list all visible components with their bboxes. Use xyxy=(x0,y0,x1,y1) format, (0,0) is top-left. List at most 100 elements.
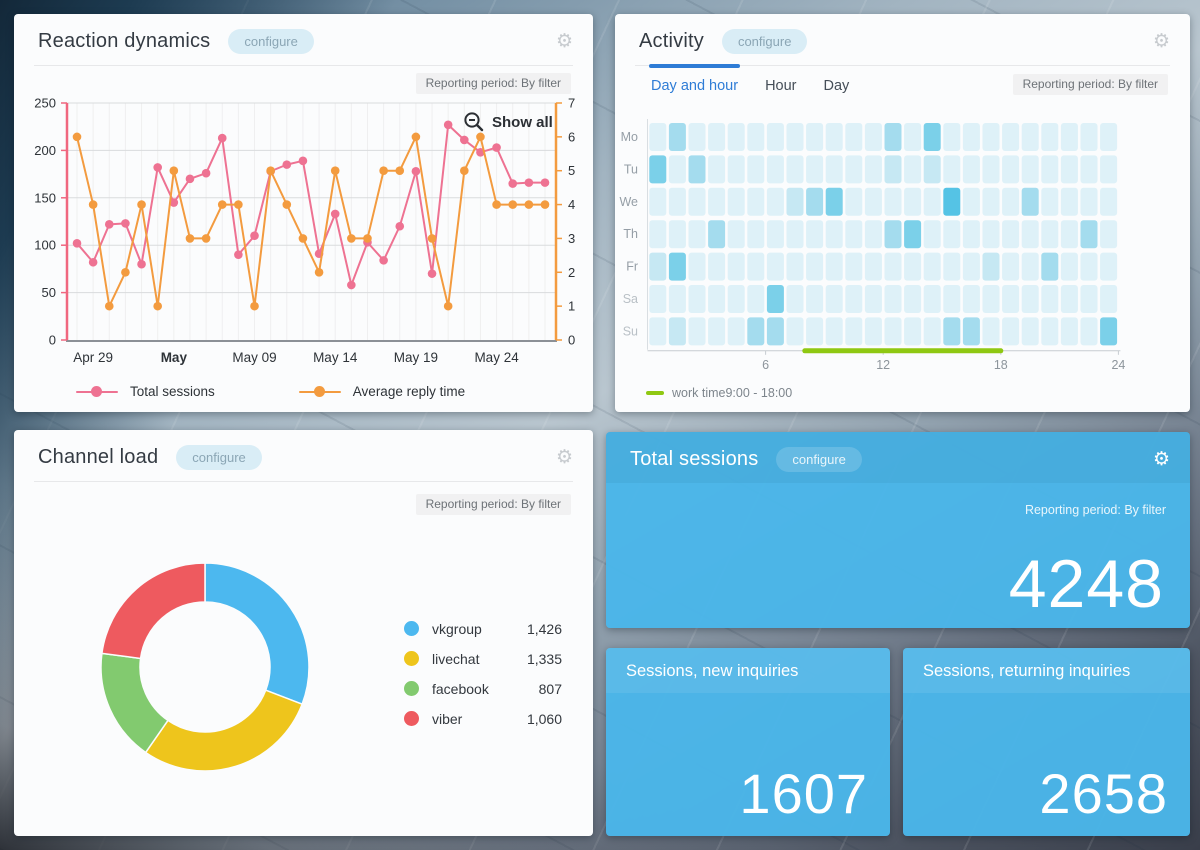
heatmap-cell[interactable] xyxy=(806,220,824,249)
heatmap-cell[interactable] xyxy=(806,285,824,313)
heatmap-cell[interactable] xyxy=(1041,187,1059,216)
heatmap-cell[interactable] xyxy=(708,123,726,151)
series-point[interactable] xyxy=(104,220,114,229)
heatmap-cell[interactable] xyxy=(1021,123,1039,151)
series-point[interactable] xyxy=(540,178,550,187)
legend-item[interactable]: Average reply time xyxy=(298,384,465,399)
heatmap-cell[interactable] xyxy=(1100,317,1118,346)
heatmap-cell[interactable] xyxy=(864,155,882,184)
heatmap-cell[interactable] xyxy=(943,187,961,216)
channel-configure-button[interactable]: configure xyxy=(176,445,262,470)
series-point[interactable] xyxy=(250,301,259,311)
heatmap-cell[interactable] xyxy=(688,285,706,313)
heatmap-cell[interactable] xyxy=(845,187,863,216)
heatmap-cell[interactable] xyxy=(786,123,804,151)
heatmap-cell[interactable] xyxy=(923,285,941,313)
heatmap-cell[interactable] xyxy=(864,285,882,313)
series-point[interactable] xyxy=(347,234,356,243)
heatmap-cell[interactable] xyxy=(904,252,922,281)
series-point[interactable] xyxy=(347,280,356,290)
heatmap-cell[interactable] xyxy=(864,220,882,249)
series-point[interactable] xyxy=(411,166,421,176)
series-point[interactable] xyxy=(443,120,453,130)
tab-day[interactable]: Day xyxy=(823,78,850,94)
heatmap-cell[interactable] xyxy=(766,220,784,249)
heatmap-cell[interactable] xyxy=(904,155,922,184)
heatmap-cell[interactable] xyxy=(982,285,1000,313)
series-point[interactable] xyxy=(411,132,421,142)
series-point[interactable] xyxy=(508,179,518,188)
series-point[interactable] xyxy=(508,200,518,209)
heatmap-cell[interactable] xyxy=(962,155,980,184)
heatmap-cell[interactable] xyxy=(688,317,706,346)
series-point[interactable] xyxy=(201,168,211,178)
series-point[interactable] xyxy=(427,234,437,243)
series-point[interactable] xyxy=(72,132,82,142)
heatmap-cell[interactable] xyxy=(688,155,706,184)
heatmap-cell[interactable] xyxy=(962,187,980,216)
heatmap-cell[interactable] xyxy=(727,317,745,346)
heatmap-cell[interactable] xyxy=(923,187,941,216)
heatmap-cell[interactable] xyxy=(806,317,824,346)
heatmap-cell[interactable] xyxy=(1080,220,1098,249)
heatmap-cell[interactable] xyxy=(982,252,1000,281)
heatmap-cell[interactable] xyxy=(688,252,706,281)
heatmap-cell[interactable] xyxy=(825,155,843,184)
heatmap-cell[interactable] xyxy=(845,317,863,346)
heatmap-cell[interactable] xyxy=(884,317,902,346)
heatmap-cell[interactable] xyxy=(668,123,686,151)
heatmap-cell[interactable] xyxy=(904,285,922,313)
heatmap-cell[interactable] xyxy=(806,155,824,184)
heatmap-cell[interactable] xyxy=(786,285,804,313)
heatmap-cell[interactable] xyxy=(962,123,980,151)
heatmap-cell[interactable] xyxy=(727,123,745,151)
heatmap-cell[interactable] xyxy=(708,220,726,249)
heatmap-cell[interactable] xyxy=(845,252,863,281)
heatmap-cell[interactable] xyxy=(1021,252,1039,281)
heatmap-cell[interactable] xyxy=(688,123,706,151)
series-point[interactable] xyxy=(314,267,324,277)
heatmap-cell[interactable] xyxy=(806,187,824,216)
heatmap-cell[interactable] xyxy=(649,317,667,346)
heatmap-cell[interactable] xyxy=(982,317,1000,346)
series-point[interactable] xyxy=(169,198,179,207)
heatmap-cell[interactable] xyxy=(864,317,882,346)
heatmap-cell[interactable] xyxy=(884,220,902,249)
heatmap-cell[interactable] xyxy=(923,123,941,151)
heatmap-cell[interactable] xyxy=(1100,220,1118,249)
heatmap-cell[interactable] xyxy=(786,317,804,346)
series-point[interactable] xyxy=(266,166,275,176)
heatmap-cell[interactable] xyxy=(923,317,941,346)
heatmap-cell[interactable] xyxy=(1002,155,1020,184)
heatmap-cell[interactable] xyxy=(668,220,686,249)
reaction-configure-button[interactable]: configure xyxy=(228,29,314,54)
heatmap-cell[interactable] xyxy=(1060,317,1078,346)
series-point[interactable] xyxy=(379,166,388,176)
heatmap-cell[interactable] xyxy=(825,123,843,151)
legend-item-livechat[interactable]: livechat 1,335 xyxy=(404,648,562,669)
heatmap-cell[interactable] xyxy=(962,317,980,346)
gear-icon[interactable]: ⚙ xyxy=(1152,448,1170,470)
series-point[interactable] xyxy=(395,166,405,176)
heatmap-cell[interactable] xyxy=(649,252,667,281)
heatmap-cell[interactable] xyxy=(982,220,1000,249)
heatmap-cell[interactable] xyxy=(1060,187,1078,216)
heatmap-cell[interactable] xyxy=(845,155,863,184)
heatmap-cell[interactable] xyxy=(825,220,843,249)
series-point[interactable] xyxy=(330,209,340,219)
heatmap-cell[interactable] xyxy=(766,155,784,184)
heatmap-cell[interactable] xyxy=(1100,187,1118,216)
series-point[interactable] xyxy=(185,234,195,243)
donut-slice-vkgroup[interactable] xyxy=(204,562,310,706)
heatmap-cell[interactable] xyxy=(1002,252,1020,281)
heatmap-cell[interactable] xyxy=(1100,252,1118,281)
heatmap-cell[interactable] xyxy=(1041,220,1059,249)
heatmap-cell[interactable] xyxy=(982,123,1000,151)
series-point[interactable] xyxy=(72,239,82,248)
heatmap-cell[interactable] xyxy=(884,187,902,216)
heatmap-cell[interactable] xyxy=(943,317,961,346)
heatmap-cell[interactable] xyxy=(668,187,686,216)
activity-configure-button[interactable]: configure xyxy=(721,29,808,54)
heatmap-cell[interactable] xyxy=(904,220,922,249)
heatmap-cell[interactable] xyxy=(1021,317,1039,346)
